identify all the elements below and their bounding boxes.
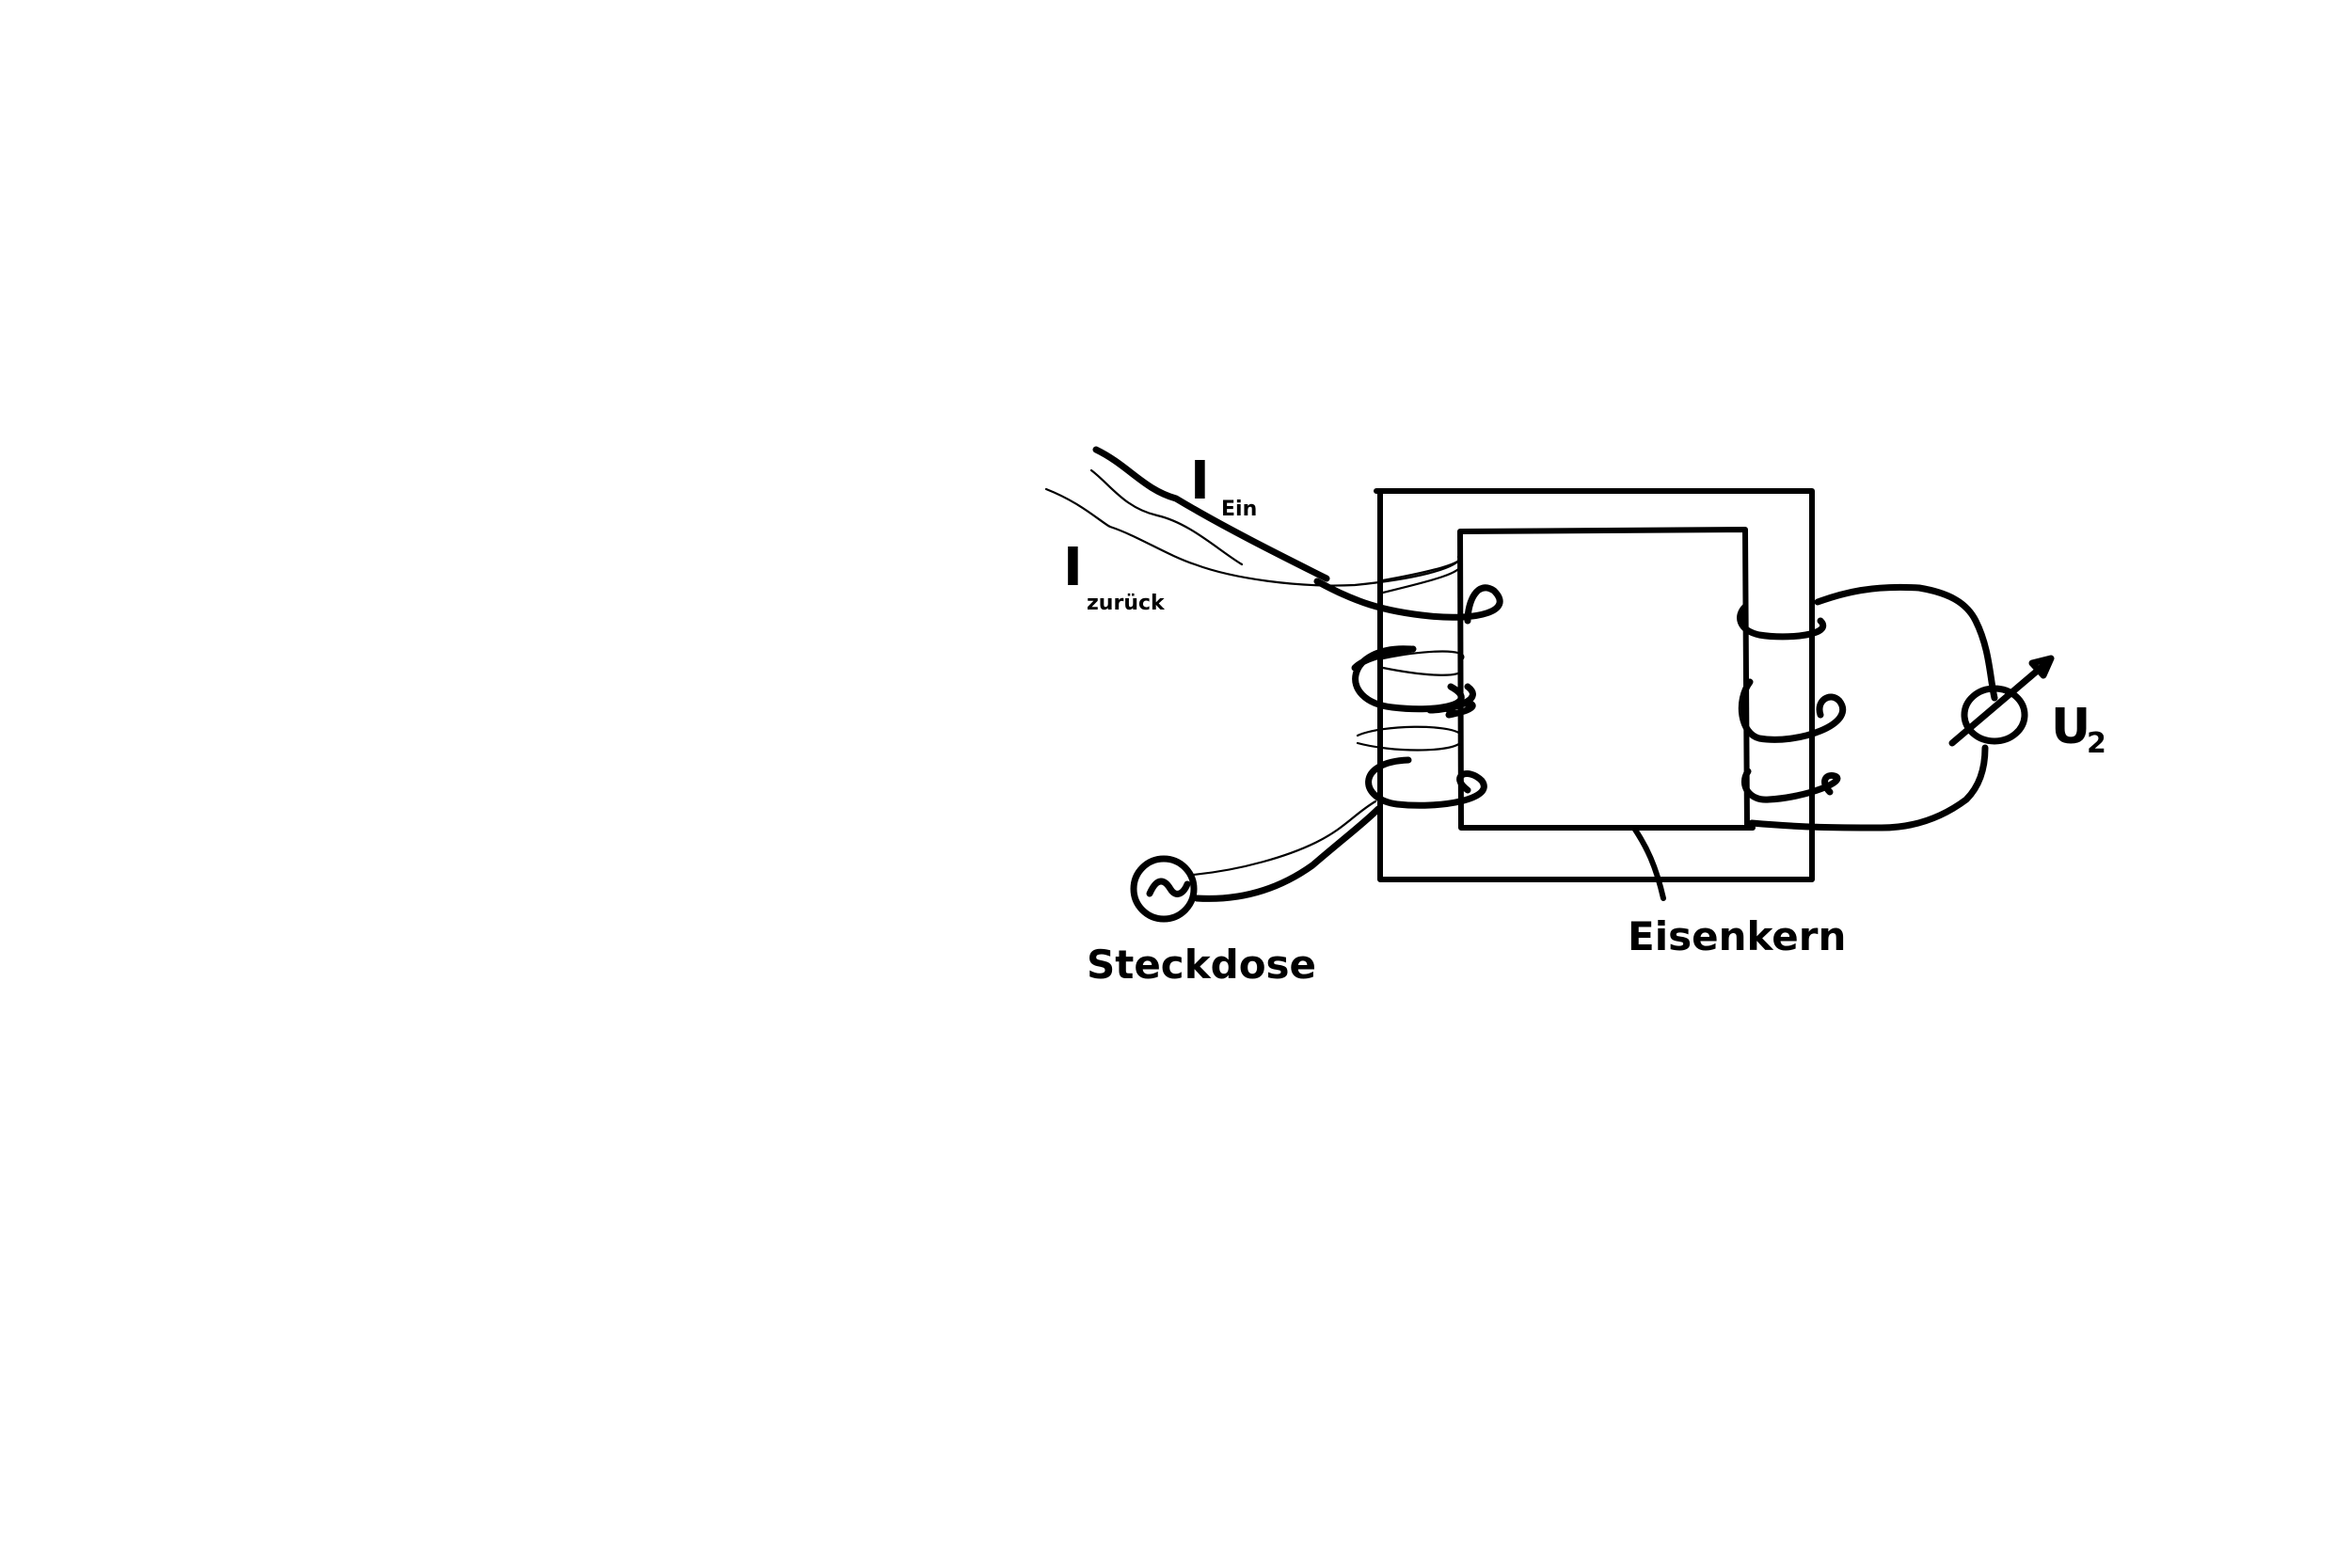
core-label-leader: [1632, 827, 1666, 901]
iron-core: [1374, 488, 1815, 882]
voltmeter-icon: [1948, 655, 2055, 747]
label-i-back: I zurück: [1063, 537, 1166, 615]
wire-back: [1044, 487, 1463, 587]
core-outer-frame: [1374, 488, 1815, 882]
primary-coil-front-turns: [1313, 578, 1503, 809]
input-wires: [1044, 446, 1463, 587]
secondary-coil: [1737, 603, 1846, 803]
label-u2: U 2: [2051, 699, 2106, 760]
label-u2-main: U: [2051, 699, 2090, 755]
label-i-in-main: I: [1190, 451, 1210, 512]
output-wire-top: [1814, 583, 1998, 702]
label-i-back-sub: zurück: [1087, 592, 1166, 615]
label-u2-sub: 2: [2087, 727, 2106, 760]
ac-source-icon: [1130, 855, 1198, 923]
label-i-in: I Ein: [1190, 451, 1257, 521]
wire-back-2: [1089, 468, 1244, 566]
socket-wires: [1191, 800, 1382, 902]
output-wires: [1748, 583, 1998, 832]
socket-wire-thin: [1191, 800, 1377, 877]
label-i-in-sub: Ein: [1221, 498, 1257, 521]
output-wire-bottom: [1748, 744, 1989, 832]
wire-in: [1092, 446, 1330, 582]
label-socket: Steckdose: [1087, 942, 1316, 988]
socket-wire-thick: [1193, 805, 1382, 902]
label-core: Eisenkern: [1628, 913, 1846, 959]
primary-coil-back-loops: [1356, 555, 1465, 752]
secondary-coil-turns: [1737, 603, 1846, 803]
label-i-back-main: I: [1063, 537, 1083, 598]
primary-coil: [1313, 555, 1503, 809]
core-inner-window: [1457, 527, 1756, 831]
